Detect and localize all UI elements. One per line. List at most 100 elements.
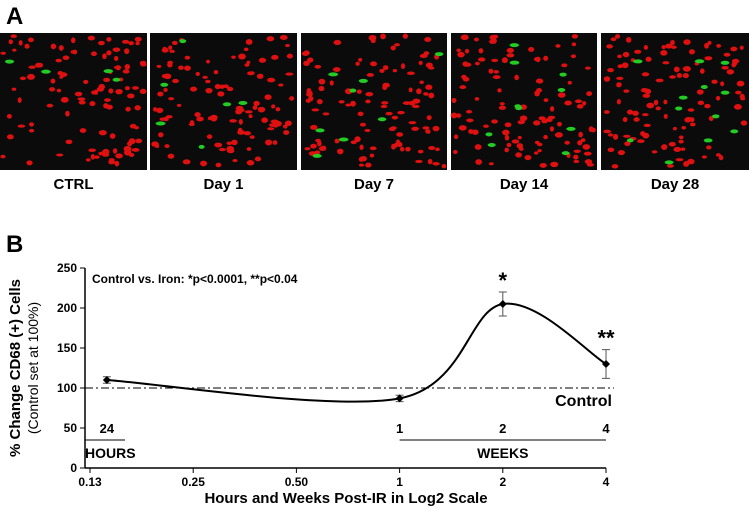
nucleus bbox=[704, 56, 713, 61]
nucleus bbox=[26, 160, 33, 166]
nucleus bbox=[314, 150, 321, 155]
nucleus bbox=[549, 126, 555, 132]
nucleus bbox=[633, 117, 640, 122]
nucleus bbox=[450, 112, 458, 119]
nucleus bbox=[621, 62, 629, 69]
nucleus bbox=[369, 146, 377, 151]
nucleus bbox=[441, 163, 447, 169]
curve bbox=[106, 302, 607, 403]
nucleus bbox=[98, 130, 106, 134]
nucleus bbox=[77, 97, 86, 101]
nucleus bbox=[537, 149, 542, 153]
image-label: CTRL bbox=[54, 176, 94, 193]
nucleus bbox=[171, 40, 178, 46]
nucleus bbox=[473, 37, 479, 42]
cd68-cell bbox=[559, 72, 567, 77]
nucleus bbox=[474, 61, 480, 66]
nucleus bbox=[114, 55, 119, 62]
nucleus bbox=[87, 35, 95, 41]
y-axis-title: % Change CD68 (+) Cells bbox=[7, 279, 24, 457]
nucleus bbox=[355, 61, 360, 66]
nucleus bbox=[190, 86, 198, 92]
nucleus bbox=[161, 73, 169, 79]
nucleus bbox=[573, 154, 579, 160]
nucleus bbox=[264, 94, 272, 100]
nucleus bbox=[457, 51, 465, 58]
nucleus bbox=[571, 34, 578, 39]
nucleus bbox=[517, 135, 522, 140]
nucleus bbox=[623, 134, 631, 138]
nucleus bbox=[310, 124, 318, 130]
hours-tick: 24 bbox=[100, 421, 115, 436]
nucleus bbox=[329, 80, 334, 86]
nucleus bbox=[135, 41, 140, 46]
nucleus bbox=[679, 135, 684, 140]
nucleus bbox=[584, 159, 593, 165]
nucleus bbox=[653, 99, 659, 106]
nucleus bbox=[475, 159, 483, 165]
nucleus bbox=[561, 63, 568, 68]
cd68-cell bbox=[712, 114, 720, 119]
nucleus bbox=[214, 83, 221, 90]
nucleus bbox=[541, 119, 548, 124]
nucleus bbox=[58, 45, 64, 51]
nucleus bbox=[571, 42, 577, 47]
nucleus bbox=[272, 140, 278, 145]
nucleus bbox=[219, 84, 225, 89]
nucleus bbox=[435, 147, 440, 152]
nucleus bbox=[10, 34, 17, 39]
nucleus bbox=[206, 134, 213, 139]
cd68-cell bbox=[349, 88, 357, 93]
nucleus bbox=[113, 65, 122, 69]
nucleus bbox=[524, 154, 532, 161]
nucleus bbox=[49, 87, 56, 92]
nucleus bbox=[464, 48, 470, 54]
nucleus bbox=[238, 118, 243, 125]
nucleus bbox=[184, 55, 191, 60]
micrograph bbox=[301, 33, 447, 170]
nucleus bbox=[626, 109, 634, 115]
nucleus bbox=[134, 105, 141, 111]
nucleus bbox=[200, 160, 208, 167]
nucleus bbox=[453, 149, 458, 155]
nucleus bbox=[472, 129, 479, 135]
nucleus bbox=[680, 147, 686, 151]
nucleus bbox=[182, 159, 191, 165]
nucleus bbox=[258, 57, 267, 63]
nucleus bbox=[132, 86, 139, 90]
nucleus bbox=[285, 43, 290, 48]
nucleus bbox=[189, 120, 195, 126]
nucleus bbox=[723, 52, 731, 57]
nucleus bbox=[504, 147, 509, 153]
nucleus bbox=[310, 143, 317, 149]
nucleus bbox=[573, 159, 580, 164]
nucleus bbox=[333, 39, 342, 46]
nucleus bbox=[232, 159, 238, 163]
y-tick-label: 100 bbox=[57, 381, 77, 395]
nucleus bbox=[345, 103, 352, 107]
nucleus bbox=[139, 60, 147, 66]
nucleus bbox=[219, 147, 226, 152]
nucleus bbox=[385, 111, 393, 116]
x-tick-label: 2 bbox=[499, 475, 506, 489]
nucleus bbox=[226, 86, 234, 92]
cd68-cell bbox=[720, 90, 730, 95]
nucleus bbox=[424, 36, 432, 42]
nucleus bbox=[127, 93, 135, 99]
nucleus bbox=[394, 43, 400, 47]
cd68-cell bbox=[328, 72, 339, 77]
nucleus bbox=[207, 116, 213, 121]
nucleus bbox=[578, 131, 583, 138]
cd68-cell bbox=[179, 39, 187, 44]
nucleus bbox=[732, 60, 738, 66]
nucleus bbox=[102, 53, 107, 60]
nucleus bbox=[124, 48, 130, 55]
nucleus bbox=[168, 97, 175, 101]
nucleus bbox=[364, 128, 371, 133]
nucleus bbox=[624, 141, 631, 147]
nucleus bbox=[85, 158, 91, 162]
nucleus bbox=[492, 75, 501, 80]
nucleus bbox=[12, 48, 17, 52]
nucleus bbox=[29, 122, 34, 127]
nucleus bbox=[6, 134, 14, 140]
